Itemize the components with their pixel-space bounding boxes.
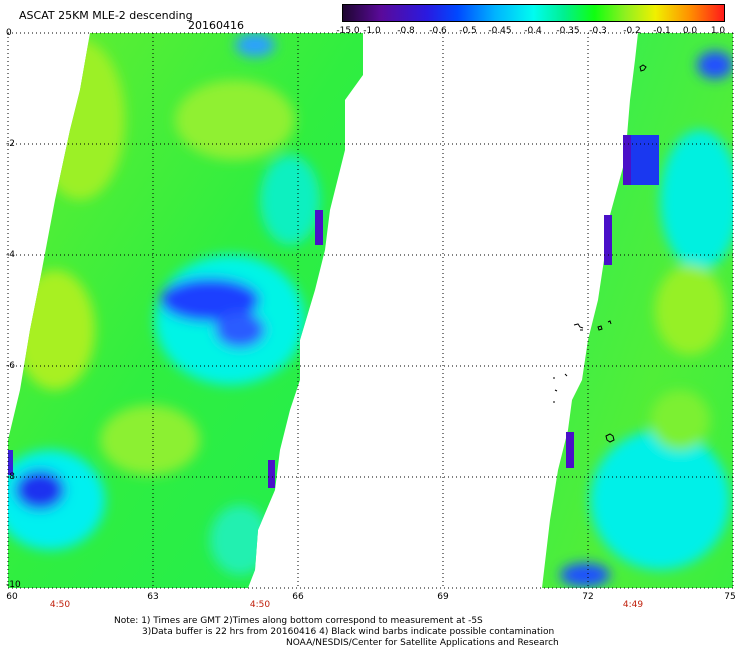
footnote-line: Note: 1) Times are GMT 2)Times along bot… [114, 616, 483, 626]
colorbar-label: -0.5 [459, 26, 477, 36]
chart-date: 20160416 [188, 19, 244, 32]
swath-west-yellowgreen-patch [35, 40, 125, 200]
time-label: 4:49 [622, 600, 644, 610]
colorbar-label: -0.1 [653, 26, 671, 36]
coastline [553, 64, 647, 443]
colorbar-label: -0.6 [429, 26, 447, 36]
swath-west-blue-patch [15, 470, 65, 510]
colorbar-label: -0.3 [589, 26, 607, 36]
swath-west-blue-patch [215, 312, 265, 348]
x-tick-label: 69 [437, 592, 449, 602]
x-tick-label: 63 [147, 592, 159, 602]
y-tick-label: -10 [6, 580, 21, 590]
footnote-line: NOAA/NESDIS/Center for Satellite Applica… [286, 638, 559, 648]
swath-west-blue-patch [235, 33, 275, 57]
y-tick-label: 0 [6, 28, 12, 38]
island-outline [597, 320, 612, 331]
colorbar-label: -0.45 [488, 26, 512, 36]
swath-east-purple-edge [566, 432, 574, 468]
colorbar [342, 4, 725, 22]
swath-west-purple-edge [315, 210, 323, 245]
swath-east [542, 33, 733, 588]
colorbar-label: -0.4 [524, 26, 542, 36]
y-tick-label: -6 [6, 361, 15, 371]
swath-west-yellowgreen-patch [100, 405, 200, 475]
swath-west-cyan-patch [210, 505, 270, 575]
swath-east-blue-patch [697, 51, 733, 79]
x-tick-label: 72 [582, 592, 594, 602]
island-outline [573, 323, 584, 331]
swath-east-purple-edge [623, 135, 631, 185]
swath-west-yellowgreen-patch [175, 80, 295, 160]
time-label: 4:50 [249, 600, 271, 610]
island-outline [553, 373, 568, 403]
swath-west [8, 33, 363, 588]
swath-east-blue-patch [560, 563, 610, 587]
colorbar-label: -0.2 [623, 26, 641, 36]
swath-east-cyan-patch [590, 430, 730, 570]
swath-west-cyan-patch [260, 155, 320, 245]
swath-east-yellowgreen-patch [650, 390, 710, 450]
island-outline [639, 64, 647, 72]
swath-west-blue-patch [160, 278, 260, 322]
colorbar-label: -15.0 [336, 26, 360, 36]
colorbar-label: -0.35 [556, 26, 580, 36]
colorbar-label: 1.0 [710, 26, 726, 36]
swath-west-yellowgreen-patch [15, 270, 95, 390]
swath-west-purple-edge [268, 460, 275, 488]
colorbar-label: -1.0 [363, 26, 381, 36]
colorbar-label: -0.8 [397, 26, 415, 36]
swath-east-cyan-patch [660, 130, 733, 270]
chart-title: ASCAT 25KM MLE-2 descending [19, 9, 193, 22]
swath-east-yellowgreen-patch [655, 265, 725, 355]
island-outline [605, 433, 615, 443]
x-tick-label: 75 [724, 592, 736, 602]
x-tick-label: 66 [292, 592, 304, 602]
x-tick-label: 60 [6, 592, 18, 602]
footnote-line: 3)Data buffer is 22 hrs from 20160416 4)… [142, 627, 555, 637]
colorbar-label: 0.0 [682, 26, 698, 36]
swath-east-purple-edge [604, 215, 612, 265]
y-tick-label: -4 [6, 250, 15, 260]
graticule [7, 32, 734, 589]
y-tick-label: -2 [6, 139, 15, 149]
y-tick-label: -8 [6, 472, 15, 482]
swath-west-purple-edge [8, 450, 13, 475]
time-label: 4:50 [49, 600, 71, 610]
